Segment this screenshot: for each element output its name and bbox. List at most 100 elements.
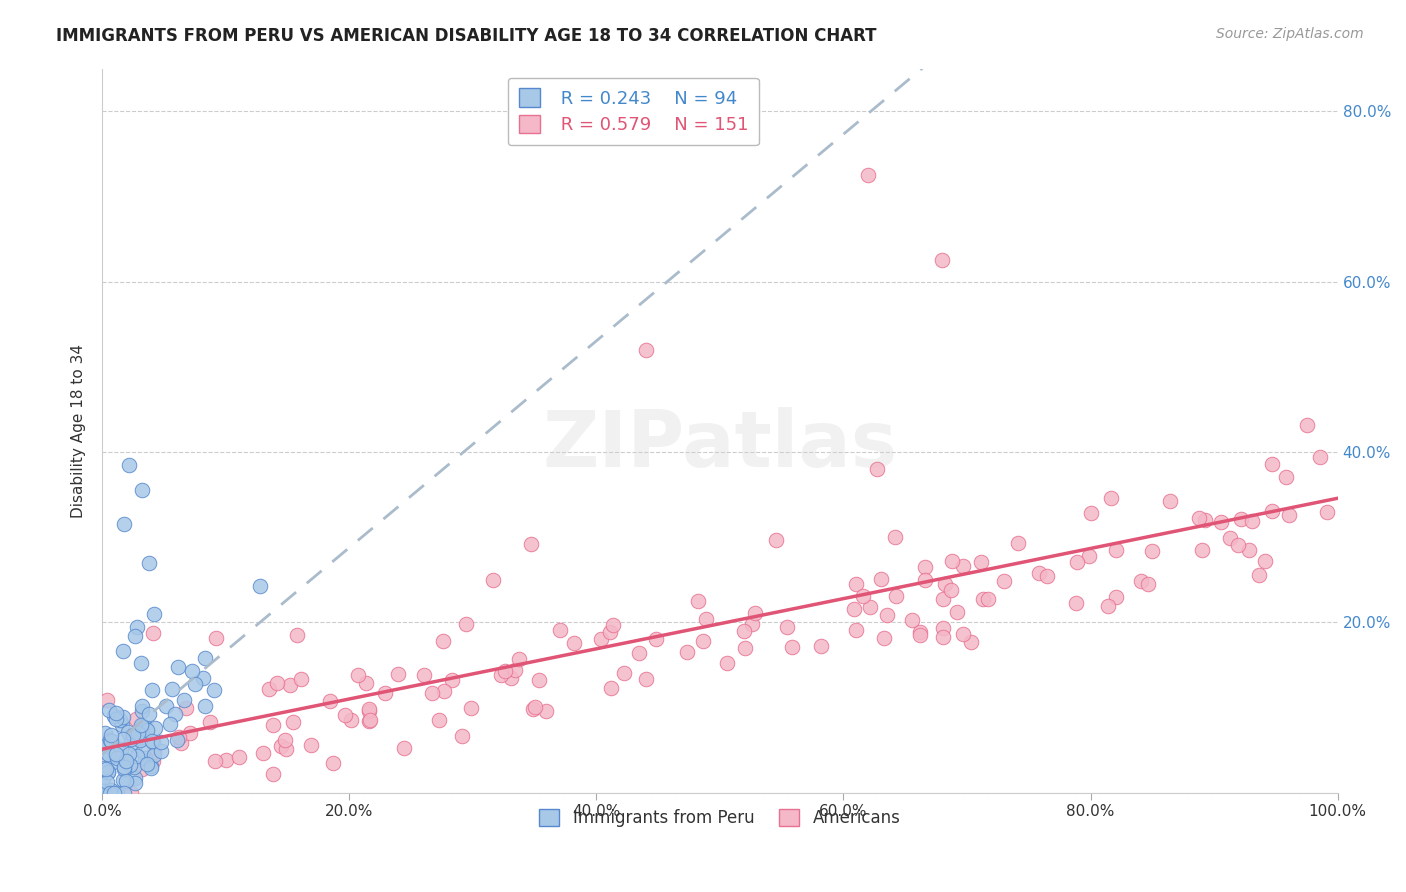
Point — [96, 775, 118, 789]
Point — [139, 759, 162, 773]
Point — [194, 698, 217, 713]
Point — [387, 667, 409, 681]
Point — [333, 708, 356, 723]
Point — [143, 721, 166, 735]
Point — [1130, 574, 1153, 589]
Point — [1278, 508, 1301, 522]
Legend: Immigrants from Peru, Americans: Immigrants from Peru, Americans — [531, 800, 908, 835]
Point — [173, 692, 195, 706]
Point — [932, 591, 955, 606]
Point — [914, 560, 936, 574]
Point — [97, 703, 120, 717]
Point — [322, 756, 344, 771]
Point — [450, 730, 472, 744]
Point — [734, 640, 756, 655]
Point — [627, 646, 650, 660]
Point — [204, 632, 226, 646]
Point — [257, 681, 280, 696]
Point — [114, 517, 136, 532]
Point — [94, 725, 117, 739]
Point — [529, 673, 551, 688]
Text: ZIPatlas: ZIPatlas — [543, 407, 897, 483]
Point — [934, 577, 956, 591]
Point — [94, 736, 117, 750]
Point — [112, 763, 135, 777]
Point — [676, 645, 699, 659]
Point — [993, 574, 1015, 588]
Point — [273, 732, 295, 747]
Point — [111, 718, 134, 732]
Point — [98, 748, 121, 763]
Point — [105, 706, 128, 720]
Point — [884, 530, 907, 544]
Point — [1028, 566, 1050, 580]
Point — [124, 629, 146, 643]
Point — [1226, 538, 1249, 552]
Point — [142, 735, 165, 749]
Point — [873, 632, 896, 646]
Point — [765, 533, 787, 547]
Point — [117, 724, 139, 739]
Point — [413, 668, 436, 682]
Point — [599, 681, 621, 695]
Point — [114, 754, 136, 768]
Point — [908, 628, 931, 642]
Point — [1247, 567, 1270, 582]
Point — [780, 640, 803, 655]
Point — [124, 712, 146, 726]
Point — [93, 761, 115, 775]
Point — [103, 709, 125, 723]
Point — [100, 733, 122, 747]
Point — [972, 592, 994, 607]
Point — [1105, 542, 1128, 557]
Point — [952, 627, 974, 641]
Point — [134, 720, 156, 734]
Point — [112, 644, 135, 658]
Point — [1007, 536, 1029, 550]
Point — [125, 619, 148, 633]
Point — [354, 675, 377, 690]
Point — [645, 632, 668, 646]
Point — [869, 572, 891, 586]
Point — [548, 623, 571, 637]
Point — [931, 621, 953, 635]
Point — [122, 760, 145, 774]
Point — [278, 678, 301, 692]
Point — [134, 751, 156, 765]
Point — [489, 668, 512, 682]
Point — [359, 713, 381, 727]
Point — [93, 784, 115, 798]
Point — [129, 733, 152, 747]
Point — [160, 682, 183, 697]
Point — [374, 686, 396, 700]
Point — [142, 626, 165, 640]
Point — [105, 751, 128, 765]
Point — [460, 701, 482, 715]
Point — [884, 589, 907, 603]
Point — [1097, 599, 1119, 614]
Point — [131, 483, 153, 498]
Point — [1064, 596, 1087, 610]
Point — [120, 731, 142, 746]
Point — [914, 573, 936, 587]
Point — [1066, 555, 1088, 569]
Point — [1188, 511, 1211, 525]
Point — [124, 771, 146, 785]
Point — [104, 712, 127, 726]
Point — [142, 754, 165, 768]
Point — [866, 462, 889, 476]
Point — [562, 636, 585, 650]
Point — [634, 672, 657, 686]
Point — [456, 617, 478, 632]
Point — [908, 624, 931, 639]
Point — [96, 693, 118, 707]
Point — [97, 764, 120, 779]
Point — [394, 741, 416, 756]
Point — [262, 767, 284, 781]
Point — [716, 656, 738, 670]
Point — [1309, 450, 1331, 464]
Point — [859, 600, 882, 615]
Point — [97, 765, 120, 780]
Point — [1219, 531, 1241, 545]
Text: Source: ZipAtlas.com: Source: ZipAtlas.com — [1216, 27, 1364, 41]
